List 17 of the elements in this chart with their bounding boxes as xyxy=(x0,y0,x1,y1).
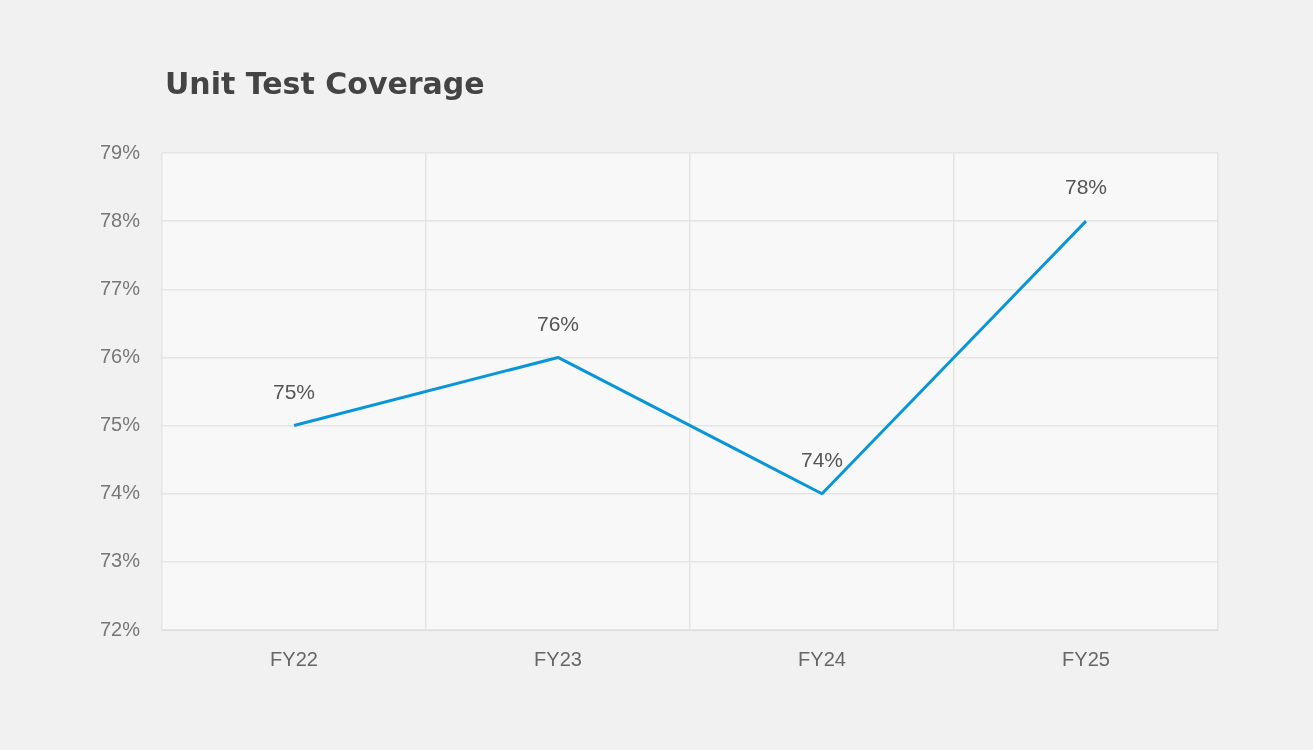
chart-title: Unit Test Coverage xyxy=(165,66,485,101)
y-tick-label: 73% xyxy=(100,549,141,572)
data-label: 78% xyxy=(1064,175,1108,199)
data-label: 75% xyxy=(273,379,316,403)
y-tick-label: 76% xyxy=(100,344,141,367)
x-tick-label: FY25 xyxy=(1062,647,1110,670)
data-label: 74% xyxy=(801,448,844,472)
y-tick-label: 78% xyxy=(100,208,141,231)
data-label: 76% xyxy=(537,311,580,335)
y-tick-label: 79% xyxy=(100,140,141,163)
y-tick-label: 75% xyxy=(100,413,141,436)
x-tick-label: FY23 xyxy=(534,647,582,670)
y-tick-label: 72% xyxy=(100,617,141,640)
x-tick-label: FY24 xyxy=(798,647,846,670)
y-tick-label: 74% xyxy=(100,481,141,504)
x-tick-label: FY22 xyxy=(270,647,318,670)
y-tick-label: 77% xyxy=(100,276,141,299)
